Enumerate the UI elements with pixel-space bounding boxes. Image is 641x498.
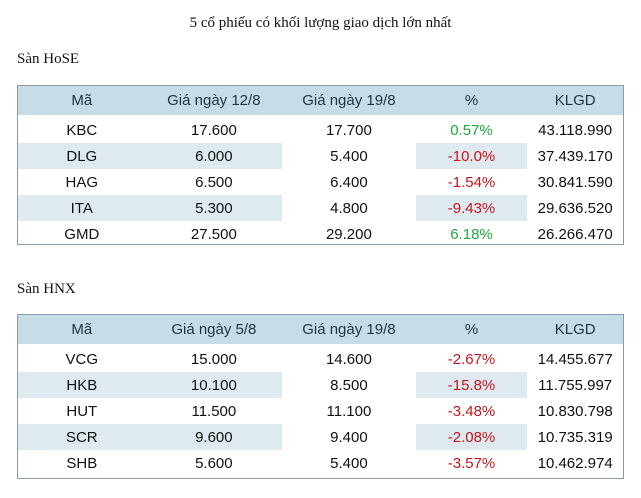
- header-price-1: Giá ngày 12/8: [167, 92, 261, 109]
- table-row: HUT 11.500 11.100 -3.48% 10.830.798: [18, 398, 623, 424]
- cell-percent: -10.0%: [415, 143, 528, 169]
- cell-price-1: 6.500: [195, 173, 233, 191]
- cell-price-2: 11.100: [326, 402, 372, 420]
- cell-code: ITA: [18, 195, 146, 221]
- hose-table: Mã Giá ngày 12/8 Giá ngày 19/8 % KLGD KB…: [17, 85, 624, 245]
- cell-volume: 43.118.990: [538, 121, 613, 139]
- cell-price-2: 5.400: [330, 147, 368, 165]
- cell-volume: 14.455.677: [537, 350, 613, 368]
- table-header-row: Mã Giá ngày 5/8 Giá ngày 19/8 % KLGD: [18, 315, 623, 344]
- header-percent: %: [464, 92, 479, 109]
- hnx-section-label: Sàn HNX: [17, 281, 76, 297]
- hose-section-label: Sàn HoSE: [17, 51, 80, 67]
- cell-price-1: 15.000: [190, 350, 237, 368]
- header-price-2: Giá ngày 19/8: [302, 321, 396, 338]
- cell-percent: -3.48%: [447, 402, 496, 420]
- hose-table-body: KBC 17.600 17.700 0.57% 43.118.990 DLG 6.000 5.…: [18, 115, 623, 247]
- header-volume: KLGD: [554, 321, 596, 338]
- cell-percent: -3.57%: [447, 454, 496, 472]
- cell-code: HUT: [66, 402, 98, 420]
- cell-price-1: 5.600: [195, 454, 233, 472]
- cell-code: HAG: [65, 173, 99, 191]
- page-title: 5 cổ phiếu có khối lượng giao dịch lớn n…: [189, 15, 452, 31]
- cell-price-1: 6.000: [145, 143, 283, 169]
- cell-code: DLG: [18, 143, 146, 169]
- cell-volume: 10.462.974: [537, 454, 613, 472]
- cell-volume: 30.841.590: [537, 173, 613, 191]
- table-row: KBC 17.600 17.700 0.57% 43.118.990: [18, 117, 623, 143]
- cell-price-1: 27.500: [190, 225, 237, 243]
- cell-price-2: 14.600: [325, 350, 372, 368]
- cell-percent: -2.08%: [415, 424, 528, 450]
- table-row: VCG 15.000 14.600 -2.67% 14.455.677: [18, 346, 623, 372]
- table-row: HAG 6.500 6.400 -1.54% 30.841.590: [18, 169, 623, 195]
- header-percent: %: [464, 321, 479, 338]
- cell-price-2: 17.700: [325, 121, 372, 139]
- cell-price-1: 11.500: [191, 402, 237, 420]
- cell-price-1: 5.300: [145, 195, 283, 221]
- hnx-table: Mã Giá ngày 5/8 Giá ngày 19/8 % KLGD VCG…: [17, 314, 624, 479]
- header-price-2: Giá ngày 19/8: [302, 92, 396, 109]
- cell-code: SHB: [66, 454, 98, 472]
- table-header-row: Mã Giá ngày 12/8 Giá ngày 19/8 % KLGD: [18, 86, 623, 115]
- cell-code: GMD: [64, 225, 100, 243]
- cell-volume: 10.735.319: [537, 428, 613, 446]
- hnx-table-body: VCG 15.000 14.600 -2.67% 14.455.677 HKB 10.100…: [18, 344, 623, 476]
- cell-code: KBC: [66, 121, 98, 139]
- cell-code: HKB: [18, 372, 146, 398]
- cell-percent: -2.67%: [447, 350, 496, 368]
- cell-price-2: 9.400: [330, 428, 368, 446]
- cell-price-2: 5.400: [330, 454, 368, 472]
- cell-volume: 10.830.798: [537, 402, 613, 420]
- cell-code: VCG: [65, 350, 99, 368]
- table-row: ITA 5.300 4.800 -9.43% 29.636.520: [18, 195, 623, 221]
- table-row: SCR 9.600 9.400 -2.08% 10.735.319: [18, 424, 623, 450]
- table-row: HKB 10.100 8.500 -15.8% 11.755.997: [18, 372, 623, 398]
- cell-code: SCR: [18, 424, 146, 450]
- cell-volume: 29.636.520: [537, 199, 613, 217]
- cell-price-2: 4.800: [330, 199, 368, 217]
- cell-price-2: 8.500: [330, 376, 368, 394]
- cell-price-1: 10.100: [145, 372, 283, 398]
- cell-price-1: 17.600: [190, 121, 237, 139]
- table-row: DLG 6.000 5.400 -10.0% 37.439.170: [18, 143, 623, 169]
- cell-percent: 0.57%: [450, 121, 493, 139]
- cell-price-2: 6.400: [330, 173, 368, 191]
- header-volume: KLGD: [554, 92, 596, 109]
- header-code: Mã: [71, 321, 93, 338]
- cell-volume: 37.439.170: [537, 147, 613, 165]
- cell-volume: 26.266.470: [537, 225, 613, 243]
- cell-volume: 11.755.997: [538, 376, 613, 394]
- table-row: GMD 27.500 29.200 6.18% 26.266.470: [18, 221, 623, 247]
- header-code: Mã: [71, 92, 93, 109]
- cell-price-1: 9.600: [145, 424, 283, 450]
- cell-percent: -15.8%: [415, 372, 528, 398]
- cell-price-2: 29.200: [325, 225, 372, 243]
- cell-percent: 6.18%: [450, 225, 493, 243]
- cell-percent: -1.54%: [447, 173, 496, 191]
- header-price-1: Giá ngày 5/8: [171, 321, 257, 338]
- cell-percent: -9.43%: [415, 195, 528, 221]
- table-row: SHB 5.600 5.400 -3.57% 10.462.974: [18, 450, 623, 476]
